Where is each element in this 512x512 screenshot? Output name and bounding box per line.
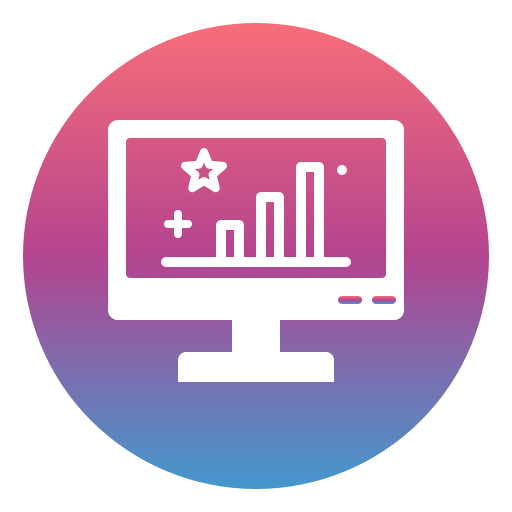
monitor-base [178, 352, 334, 382]
monitor-svg [0, 0, 512, 512]
sparkle-dot-icon [337, 165, 347, 175]
monitor-neck [232, 320, 280, 356]
analytics-monitor-icon [0, 0, 512, 512]
